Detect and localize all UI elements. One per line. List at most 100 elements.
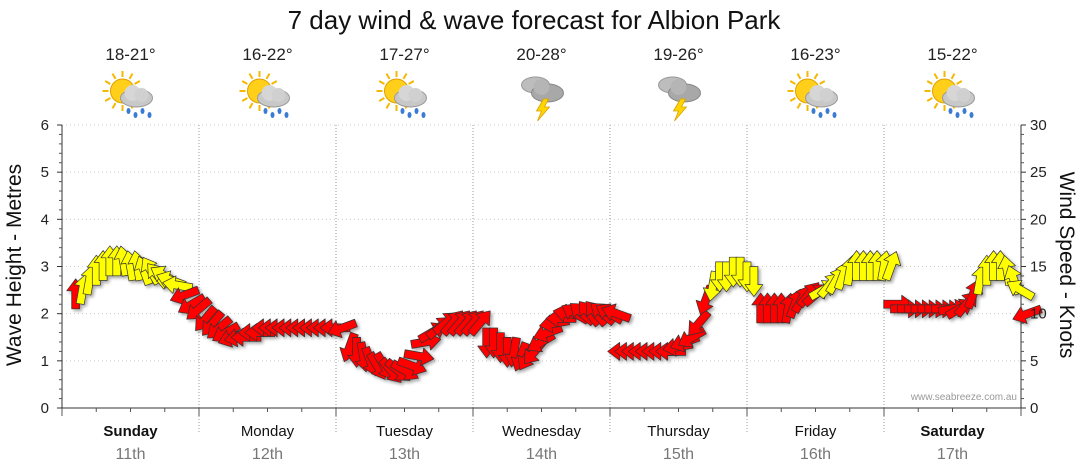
day-label: Thursday bbox=[647, 423, 710, 440]
credit-label: www.seabreeze.com.au bbox=[910, 392, 1017, 403]
right-tick-label: 25 bbox=[1030, 164, 1047, 181]
cloud-puff bbox=[533, 79, 550, 95]
sun-ray bbox=[956, 80, 963, 85]
sun-ray bbox=[111, 102, 117, 109]
temperature-label: 17-27° bbox=[379, 45, 429, 64]
sun-ray bbox=[819, 80, 826, 85]
rain-drop bbox=[825, 108, 830, 114]
rain-drop bbox=[955, 112, 960, 118]
sun-ray bbox=[248, 73, 254, 80]
cloud-puff bbox=[408, 88, 423, 102]
lightning-bolt bbox=[672, 98, 688, 122]
rain-drop bbox=[832, 112, 837, 118]
rain-drop bbox=[948, 108, 953, 114]
left-tick-label: 6 bbox=[41, 117, 49, 134]
sun-ray bbox=[796, 102, 802, 109]
rain-drop bbox=[400, 108, 405, 114]
lightning-bolt bbox=[535, 98, 551, 122]
day-label: Sunday bbox=[103, 423, 158, 440]
left-tick-label: 0 bbox=[41, 400, 49, 417]
rain-drop bbox=[414, 108, 419, 114]
right-tick-label: 20 bbox=[1030, 211, 1047, 228]
rain-drop bbox=[270, 112, 275, 118]
left-axis-title: Wave Height - Metres bbox=[3, 164, 26, 366]
right-tick-label: 0 bbox=[1030, 400, 1038, 417]
left-tick-label: 4 bbox=[41, 211, 49, 228]
wind-arrow bbox=[688, 309, 712, 336]
wind-arrow bbox=[1006, 279, 1036, 301]
sun-ray bbox=[926, 97, 933, 102]
date-label: 12th bbox=[252, 446, 283, 463]
wind-arrow bbox=[403, 347, 435, 367]
sun-ray bbox=[402, 73, 408, 80]
temperature-label: 16-23° bbox=[790, 45, 840, 64]
rain-drop bbox=[140, 108, 145, 114]
day-label: Monday bbox=[241, 423, 295, 440]
sun-ray bbox=[385, 102, 391, 109]
rain-drop bbox=[133, 112, 138, 118]
rain-drop bbox=[818, 112, 823, 118]
sun-cloud-rain-icon bbox=[376, 71, 427, 118]
axes bbox=[57, 124, 1026, 416]
labels: 0 1 2 3 4 5 6 0 5 10 15 20 25 30 Sunday 11th 18-21° Monda… bbox=[41, 45, 1047, 463]
rain-drop bbox=[147, 112, 152, 118]
rain-drop bbox=[969, 112, 974, 118]
sun-ray bbox=[104, 97, 111, 102]
sun-ray bbox=[128, 73, 134, 80]
left-tick-label: 2 bbox=[41, 306, 49, 323]
date-label: 17th bbox=[937, 446, 968, 463]
sun-cloud-rain-icon bbox=[102, 71, 153, 118]
sun-ray bbox=[789, 97, 796, 102]
left-tick-label: 5 bbox=[41, 164, 49, 181]
cloud-puff bbox=[819, 88, 834, 102]
rain-drop bbox=[263, 108, 268, 114]
sun-ray bbox=[789, 80, 796, 85]
sun-ray bbox=[265, 73, 271, 80]
right-tick-label: 10 bbox=[1030, 306, 1047, 323]
sun-ray bbox=[408, 80, 415, 85]
storm-cloud-icon bbox=[521, 76, 564, 122]
sun-ray bbox=[104, 80, 111, 85]
sun-ray bbox=[933, 102, 939, 109]
sun-ray bbox=[385, 73, 391, 80]
rain-drop bbox=[421, 112, 426, 118]
sun-cloud-rain-icon bbox=[924, 71, 975, 118]
date-label: 11th bbox=[116, 446, 146, 463]
cloud-puff bbox=[956, 88, 971, 102]
wind-arrow bbox=[467, 310, 491, 337]
rain-drop bbox=[962, 108, 967, 114]
right-tick-label: 5 bbox=[1030, 353, 1038, 370]
temperature-label: 19-26° bbox=[653, 45, 703, 64]
wind-arrow bbox=[882, 251, 902, 282]
cloud-puff bbox=[670, 79, 687, 95]
temperature-label: 16-22° bbox=[242, 45, 292, 64]
sun-cloud-rain-icon bbox=[239, 71, 290, 118]
sun-ray bbox=[813, 73, 819, 80]
day-label: Saturday bbox=[920, 423, 985, 440]
wind-arrows bbox=[66, 245, 1043, 383]
sun-ray bbox=[134, 80, 141, 85]
left-tick-label: 3 bbox=[41, 259, 49, 276]
date-label: 14th bbox=[526, 446, 557, 463]
right-axis-title: Wind Speed - Knots bbox=[1055, 172, 1078, 359]
date-label: 15th bbox=[663, 446, 694, 463]
sun-ray bbox=[796, 73, 802, 80]
rain-drop bbox=[126, 108, 131, 114]
day-label: Friday bbox=[795, 423, 837, 440]
rain-drop bbox=[811, 108, 816, 114]
wind-arrow bbox=[327, 318, 358, 338]
cloud-puff bbox=[134, 88, 149, 102]
storm-cloud-icon bbox=[658, 76, 701, 122]
sun-ray bbox=[271, 80, 278, 85]
sun-ray bbox=[248, 102, 254, 109]
temperature-label: 15-22° bbox=[927, 45, 977, 64]
sun-ray bbox=[241, 80, 248, 85]
temperature-label: 20-28° bbox=[516, 45, 566, 64]
sun-ray bbox=[926, 80, 933, 85]
rain-drop bbox=[277, 108, 282, 114]
sun-cloud-rain-icon bbox=[787, 71, 838, 118]
date-label: 16th bbox=[800, 446, 831, 463]
sun-ray bbox=[241, 97, 248, 102]
wind-arrow bbox=[1012, 304, 1043, 324]
